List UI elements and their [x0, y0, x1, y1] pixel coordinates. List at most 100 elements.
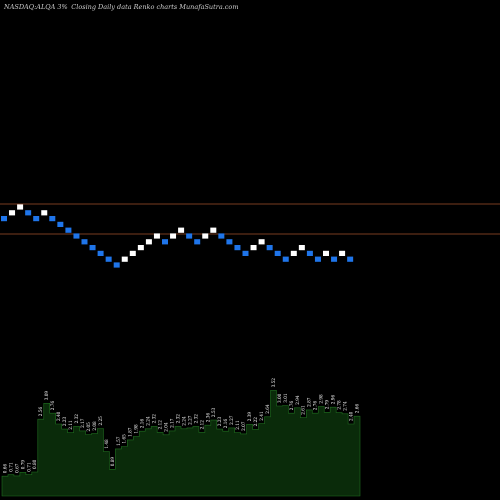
renko-brick	[1, 216, 7, 222]
volume-label: 2.32	[152, 414, 157, 424]
volume-label: 3.52	[271, 378, 276, 388]
volume-label: 2.41	[259, 411, 264, 421]
renko-brick	[306, 250, 313, 256]
volume-label: 2.66	[354, 404, 359, 414]
renko-brick	[97, 250, 104, 256]
renko-brick	[194, 239, 201, 245]
renko-brick	[323, 250, 329, 256]
volume-label: 1.87	[128, 427, 133, 437]
volume-label: 0.71	[8, 462, 13, 472]
renko-brick	[57, 221, 64, 227]
renko-brick	[202, 233, 209, 239]
volume-label: 2.96	[331, 395, 336, 405]
volume-label: 2.27	[229, 415, 234, 425]
header-ticker: NASDAQ:ALQA	[3, 3, 56, 11]
renko-brick	[266, 245, 273, 251]
volume-label: 2.53	[211, 407, 216, 417]
volume-label: 2.76	[313, 401, 318, 411]
volume-label: 2.79	[325, 400, 330, 410]
chart-header: NASDAQ:ALQA 3% Closing Daily data Renko …	[3, 3, 239, 11]
volume-label: 1.48	[104, 439, 109, 449]
volume-label: 2.40	[56, 411, 61, 421]
volume-label: 2.16	[223, 419, 228, 429]
volume-label: 2.39	[247, 412, 252, 422]
volume-label: 2.24	[146, 416, 151, 426]
renko-brick	[145, 239, 152, 245]
volume-label: 1.98	[134, 424, 139, 434]
volume-label: 3.01	[283, 393, 288, 403]
renko-brick	[250, 245, 257, 251]
renko-brick	[137, 245, 144, 251]
volume-label: 0.80	[32, 459, 37, 469]
renko-brick	[121, 256, 128, 262]
renko-brick	[339, 250, 346, 256]
renko-brick	[282, 256, 289, 262]
renko-brick	[314, 256, 321, 262]
volume-label: 0.71	[26, 462, 31, 472]
volume-label: 2.04	[163, 422, 168, 432]
volume-label: 2.12	[158, 420, 163, 430]
renko-brick	[73, 233, 80, 239]
renko-brick	[186, 233, 193, 239]
volume-label: 2.24	[181, 416, 186, 426]
renko-brick	[162, 239, 168, 245]
volume-label: 2.11	[235, 420, 240, 430]
volume-label: 0.89	[110, 457, 115, 467]
volume-label: 2.76	[289, 401, 294, 411]
renko-brick	[298, 245, 305, 251]
volume-label: 2.23	[62, 416, 67, 426]
volume-label: 1.65	[122, 434, 127, 444]
volume-label: 1.57	[116, 436, 121, 446]
volume-label: 2.17	[169, 418, 174, 428]
renko-brick	[25, 210, 32, 216]
renko-bricks	[1, 204, 354, 268]
renko-brick	[234, 245, 241, 251]
volume-label: 2.07	[241, 421, 246, 431]
volume-label: 2.61	[301, 405, 306, 415]
volume-label: 0.67	[14, 463, 19, 473]
volume-label: 3.09	[44, 391, 49, 401]
volume-label: 2.11	[68, 420, 73, 430]
renko-brick	[81, 239, 88, 245]
volume-label: 2.32	[74, 414, 79, 424]
renko-brick	[178, 227, 185, 233]
header-description: Closing Daily data Renko charts MunafaSu…	[71, 3, 238, 11]
volume-label: 2.74	[342, 401, 347, 411]
volume-label: 0.66	[2, 464, 7, 474]
renko-brick	[105, 256, 112, 262]
volume-label: 2.76	[50, 401, 55, 411]
volume-label: 2.56	[38, 407, 43, 417]
volume-label: 2.23	[217, 416, 222, 426]
volume-label: 2.27	[187, 415, 192, 425]
volume-label: 2.25	[98, 416, 103, 426]
volume-label: 2.36	[205, 413, 210, 423]
volume-label: 2.32	[193, 414, 198, 424]
volume-label: 2.98	[319, 394, 324, 404]
renko-brick	[258, 239, 265, 245]
renko-brick	[347, 256, 354, 262]
renko-brick	[290, 250, 297, 256]
volume-label: 2.32	[175, 414, 180, 424]
volume-label: 2.64	[265, 404, 270, 414]
volume-label: 2.87	[307, 397, 312, 407]
volume-label: 3.00	[277, 393, 282, 403]
renko-brick	[41, 210, 48, 216]
renko-brick	[242, 250, 249, 256]
volume-area-path	[1, 390, 361, 497]
renko-brick	[210, 227, 217, 233]
volume-area: 0.66 0.71 0.67 0.79 0.71 0.802.563.092.762.40…	[1, 378, 361, 497]
renko-brick	[89, 245, 96, 251]
renko-brick	[170, 233, 177, 239]
volume-label: 2.16	[140, 419, 145, 429]
volume-label: 2.94	[295, 395, 300, 405]
renko-brick	[33, 216, 40, 222]
renko-brick	[113, 262, 120, 268]
renko-brick	[274, 250, 281, 256]
volume-label: 2.22	[253, 417, 258, 427]
renko-brick	[331, 256, 338, 262]
volume-label: 2.40	[348, 411, 353, 421]
reference-lines	[0, 203, 500, 235]
volume-label: 2.12	[199, 420, 204, 430]
